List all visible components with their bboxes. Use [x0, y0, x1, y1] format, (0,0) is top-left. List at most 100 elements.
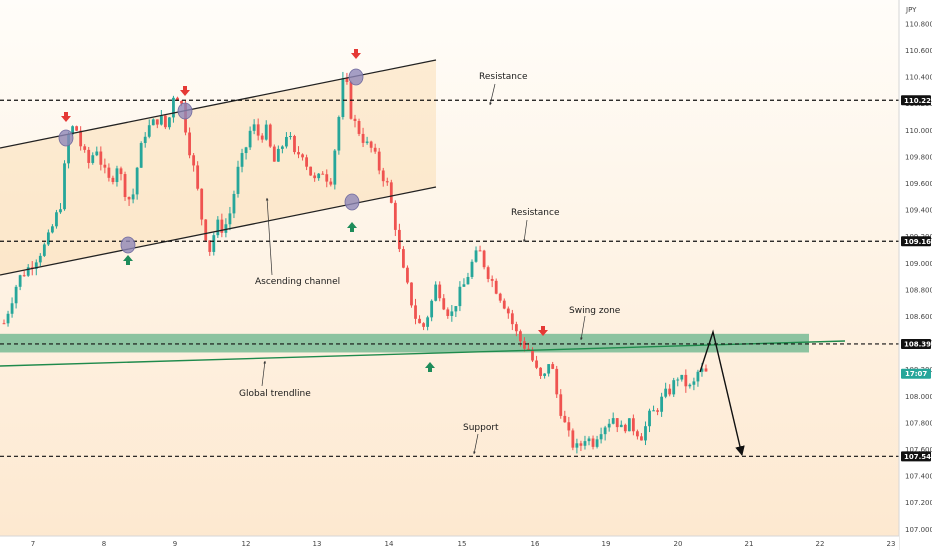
candle-body [631, 418, 635, 432]
candle-body [252, 124, 256, 131]
price-tick-label: 110.800 [905, 20, 932, 28]
candle-body [365, 141, 369, 143]
candle-body [543, 373, 547, 376]
candle-body [107, 167, 111, 178]
level-tag: 107.549 [901, 451, 932, 462]
candle [2, 319, 6, 325]
candle-body [155, 119, 159, 125]
level-tag-text: 107.549 [904, 453, 932, 461]
candle [301, 153, 304, 161]
candle [418, 315, 421, 324]
candle [672, 377, 676, 397]
candle [244, 146, 248, 160]
candle [454, 306, 458, 318]
candle [458, 281, 462, 312]
candle [103, 158, 107, 174]
candle [381, 167, 385, 187]
candle-body [293, 136, 296, 153]
candle-body [14, 286, 18, 304]
candle-body [22, 275, 26, 277]
time-tick-label: 23 [887, 540, 896, 548]
candle [466, 272, 470, 285]
candle-body [143, 136, 147, 144]
candle [139, 141, 143, 168]
price-tick-label: 108.800 [905, 286, 932, 294]
candle-body [276, 148, 280, 162]
candle [446, 307, 450, 319]
candle [547, 364, 551, 377]
price-tick-label: 108.600 [905, 313, 932, 321]
candle-body [402, 249, 405, 268]
time-tick-label: 8 [102, 540, 106, 548]
currency-label: JPY [905, 6, 917, 14]
candle-body [180, 100, 183, 104]
candle-body [627, 418, 631, 432]
candle [575, 438, 579, 454]
candle [631, 414, 635, 436]
candle-body [256, 124, 260, 136]
candle [95, 146, 99, 157]
swing-zone-pointer [580, 315, 586, 341]
level-tag: 109.166 [901, 236, 932, 247]
candle [397, 223, 401, 253]
candle-body [289, 136, 292, 138]
candle-body [176, 97, 179, 101]
candle-body [361, 133, 365, 143]
candle [555, 365, 559, 398]
candle [260, 133, 264, 143]
candle-body [272, 146, 276, 162]
candle [640, 433, 643, 441]
candle-body [71, 126, 74, 135]
down-arrow-icon [61, 112, 71, 122]
ascending-channel-pointer [265, 197, 273, 276]
candle-body [426, 317, 430, 327]
candle [474, 246, 478, 263]
support-pointer [473, 433, 479, 455]
candle-body [188, 132, 191, 156]
candle-body [103, 164, 107, 168]
global-trendline-label: Global trendline [239, 389, 311, 399]
price-tick-label: 109.800 [905, 153, 932, 161]
candle-body [591, 438, 595, 447]
candle-body [652, 410, 655, 412]
channel-upper-line [0, 59, 437, 149]
candle [535, 355, 538, 370]
time-axis-ticks: 7 8 9 12 13 14 15 16 19 20 21 22 23 [31, 540, 896, 548]
candle [406, 265, 409, 285]
candle [55, 209, 58, 229]
candle-body [470, 261, 474, 277]
time-axis-panel[interactable] [0, 536, 899, 550]
candle-body [684, 374, 688, 387]
candle [486, 265, 490, 283]
candle [559, 389, 563, 419]
candle-body [446, 309, 450, 316]
candle-body [393, 202, 397, 230]
time-tick-label: 13 [313, 540, 322, 548]
candle [579, 440, 583, 452]
candle [551, 361, 555, 370]
price-tick-label: 107.800 [905, 419, 932, 427]
candle-body [159, 115, 163, 125]
candle [353, 114, 357, 128]
level-tag-text: 109.166 [904, 238, 932, 246]
candle [615, 418, 619, 433]
current-price-bg [901, 368, 931, 379]
candle-body [83, 146, 87, 150]
candle-body [615, 418, 619, 428]
candle-body [547, 364, 551, 374]
candle [430, 299, 434, 322]
candle [317, 173, 321, 181]
candle [329, 178, 333, 187]
time-tick-label: 21 [745, 540, 754, 548]
candle-body [341, 78, 345, 118]
ascending-channel-area [0, 60, 436, 275]
candle-body [623, 424, 627, 432]
candle-body [196, 165, 200, 189]
channel-lower-line [0, 186, 437, 276]
price-axis-panel[interactable] [899, 0, 932, 550]
candle [619, 420, 623, 428]
candle-body [260, 135, 264, 140]
candle-body [579, 443, 583, 446]
